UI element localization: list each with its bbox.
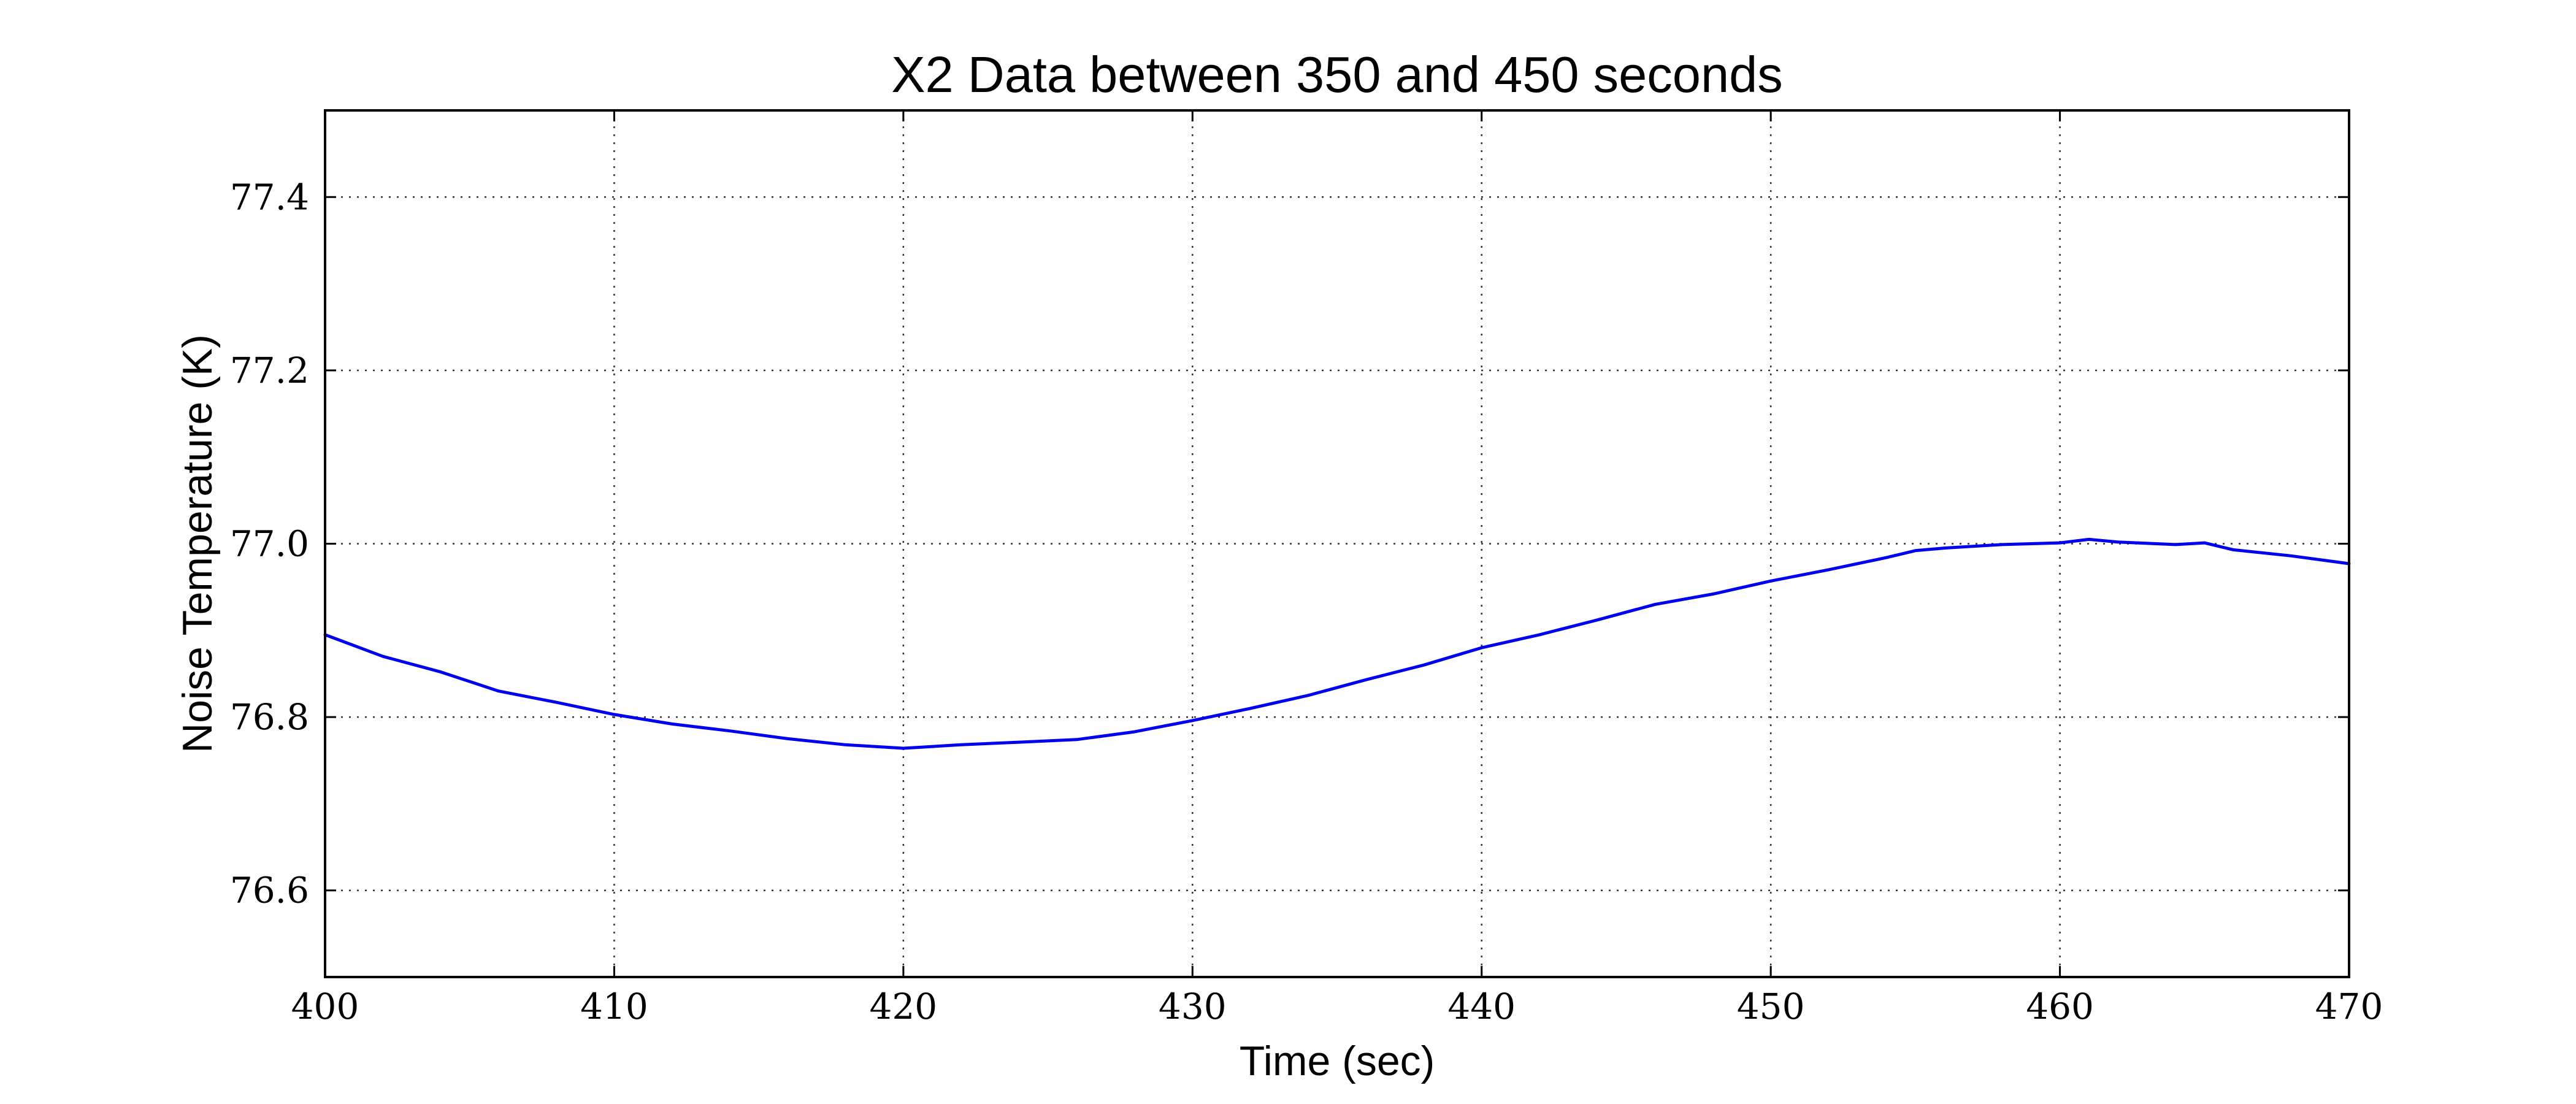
series-line <box>323 537 2351 750</box>
y-axis-label: Noise Temperature (K) <box>174 334 221 753</box>
y-tick-label: 77.0 <box>230 523 309 565</box>
x-tick-label: 450 <box>1737 986 1805 1027</box>
y-tick-label: 76.6 <box>230 870 309 911</box>
x-axis-label: Time (sec) <box>1240 1038 1435 1084</box>
y-tick-label: 77.4 <box>230 176 309 218</box>
x-tick-label: 470 <box>2315 986 2383 1027</box>
x-tick-label: 420 <box>869 986 937 1027</box>
y-tick-label: 77.2 <box>230 350 309 391</box>
x-tick-label: 430 <box>1159 986 1227 1027</box>
ticks-layer: 400 410 420 430 440 450 460 470 76.6 76.8 77.0 77.2… <box>230 110 2383 1027</box>
y-tick-label: 76.8 <box>230 696 309 738</box>
x-tick-label: 410 <box>580 986 648 1027</box>
x-tick-label: 400 <box>291 986 359 1027</box>
chart-title: X2 Data between 350 and 450 seconds <box>891 46 1783 103</box>
series-layer <box>323 537 2351 750</box>
x-tick-label: 440 <box>1447 986 1516 1027</box>
grid-layer <box>325 110 2349 977</box>
x-tick-label: 460 <box>2026 986 2094 1027</box>
